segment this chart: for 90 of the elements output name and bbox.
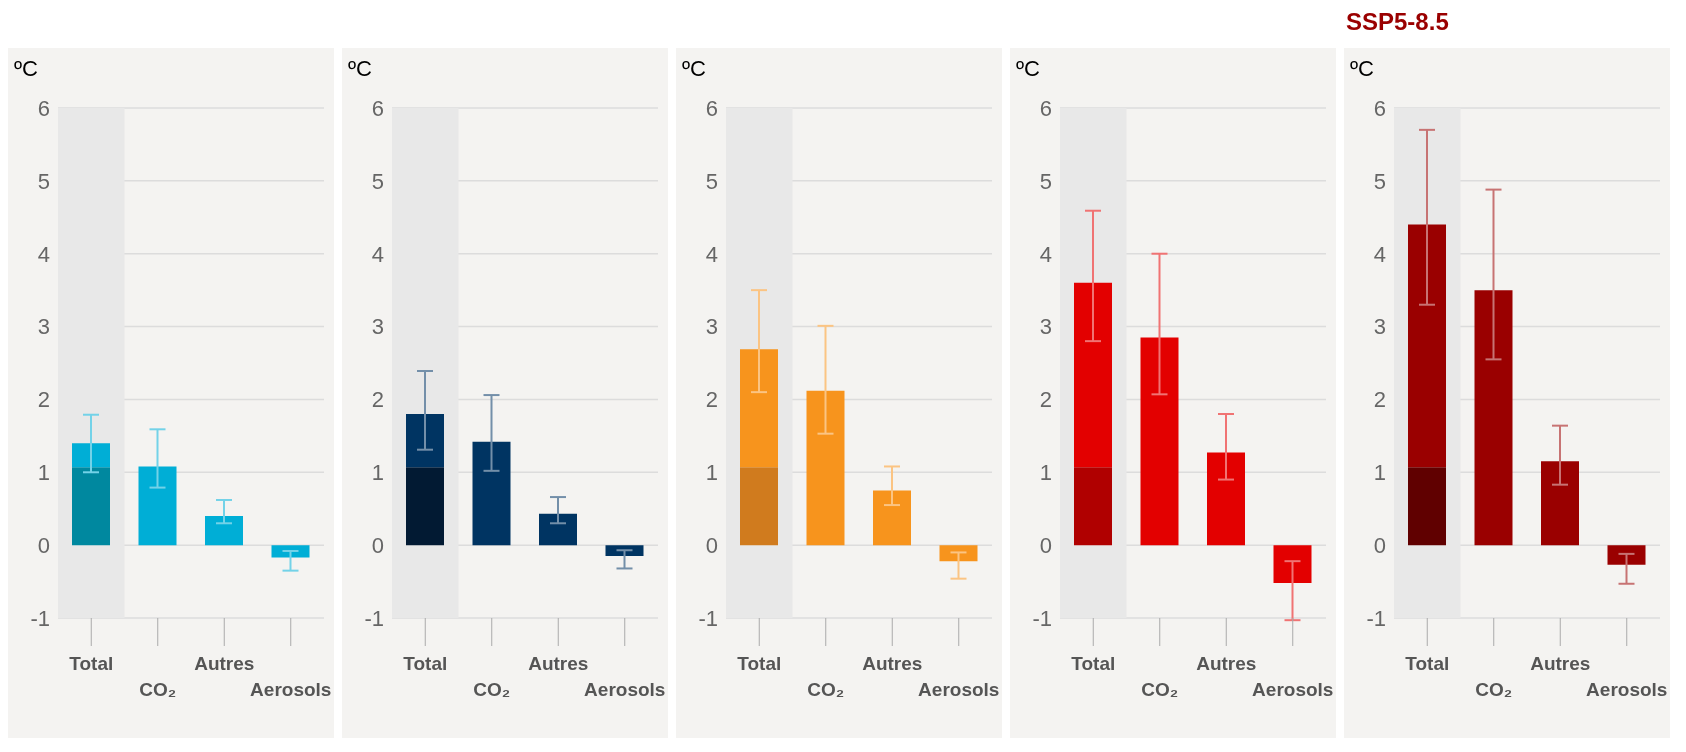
y-tick-label: 3	[705, 314, 718, 340]
y-tick-label: 1	[1373, 460, 1386, 486]
y-tick-label: 0	[1373, 532, 1386, 558]
x-tick-label: Autres	[1196, 653, 1257, 674]
y-tick-label: 6	[37, 95, 50, 121]
bar	[1541, 461, 1579, 546]
y-tick-label: -1	[698, 605, 718, 631]
bar	[138, 466, 177, 546]
bar	[1074, 467, 1112, 546]
bar	[472, 441, 511, 546]
y-axis-title: ºC	[14, 56, 38, 82]
y-tick-label: 5	[371, 168, 384, 194]
bar	[1140, 337, 1179, 546]
y-tick-label: 6	[1373, 95, 1386, 121]
y-tick-label: 4	[37, 241, 50, 267]
y-tick-label: 2	[1373, 387, 1386, 413]
bar	[740, 349, 778, 468]
bar	[271, 545, 310, 558]
x-tick-label: Total	[69, 653, 114, 674]
bar	[406, 467, 444, 546]
bar	[1074, 282, 1112, 468]
y-tick-label: 0	[37, 532, 50, 558]
y-tick-label: 1	[705, 460, 718, 486]
x-tick-label: Autres	[1530, 653, 1591, 674]
y-tick-label: 6	[705, 95, 718, 121]
x-tick-label: CO₂	[473, 679, 511, 700]
bar	[406, 414, 444, 468]
y-tick-label: 0	[705, 532, 718, 558]
y-tick-label: -1	[30, 605, 50, 631]
x-tick-label: Aerosols	[918, 679, 1000, 700]
y-tick-label: 6	[371, 95, 384, 121]
x-tick-label: Total	[403, 653, 448, 674]
y-tick-label: 6	[1039, 95, 1052, 121]
x-tick-label: Aerosols	[250, 679, 332, 700]
bar	[806, 390, 845, 546]
bar	[205, 516, 243, 546]
x-tick-label: Autres	[862, 653, 923, 674]
bar	[939, 545, 978, 562]
y-tick-label: 2	[705, 387, 718, 413]
y-tick-label: 4	[1039, 241, 1052, 267]
y-tick-label: 3	[371, 314, 384, 340]
y-tick-label: 3	[1373, 314, 1386, 340]
x-tick-label: Aerosols	[1586, 679, 1668, 700]
y-axis-title: ºC	[1350, 56, 1374, 82]
y-axis-title: ºC	[1016, 56, 1040, 82]
y-tick-label: 2	[371, 387, 384, 413]
x-tick-label: CO₂	[1475, 679, 1513, 700]
y-tick-label: 2	[37, 387, 50, 413]
x-tick-label: CO₂	[139, 679, 177, 700]
x-tick-label: Total	[1405, 653, 1450, 674]
chart-title: SSP5-8.5	[1345, 8, 1450, 37]
y-tick-label: 4	[705, 241, 718, 267]
bar	[873, 490, 911, 546]
y-tick-label: -1	[1032, 605, 1052, 631]
y-tick-label: 3	[37, 314, 50, 340]
bar	[1273, 545, 1312, 584]
y-tick-label: 1	[37, 460, 50, 486]
y-tick-label: 5	[705, 168, 718, 194]
y-tick-label: 0	[1039, 532, 1052, 558]
bar	[1207, 452, 1245, 546]
y-tick-label: 5	[1039, 168, 1052, 194]
y-tick-label: 1	[371, 460, 384, 486]
bar	[72, 467, 110, 546]
y-tick-label: 2	[1039, 387, 1052, 413]
y-axis-title: ºC	[348, 56, 372, 82]
bar	[740, 467, 778, 546]
y-tick-label: 3	[1039, 314, 1052, 340]
bar	[539, 513, 577, 546]
y-tick-label: -1	[1366, 605, 1386, 631]
bar	[1408, 224, 1446, 468]
y-tick-label: 4	[1373, 241, 1386, 267]
x-tick-label: CO₂	[807, 679, 845, 700]
y-tick-label: -1	[364, 605, 384, 631]
x-tick-label: CO₂	[1141, 679, 1179, 700]
bar	[1474, 290, 1513, 546]
bar	[72, 443, 110, 468]
y-tick-label: 5	[37, 168, 50, 194]
y-tick-label: 0	[371, 532, 384, 558]
x-tick-label: Aerosols	[1252, 679, 1334, 700]
y-tick-label: 1	[1039, 460, 1052, 486]
x-tick-label: Total	[1071, 653, 1116, 674]
bar	[1607, 545, 1646, 565]
y-tick-label: 4	[371, 241, 384, 267]
x-tick-label: Autres	[528, 653, 589, 674]
y-axis-title: ºC	[682, 56, 706, 82]
bar	[1408, 467, 1446, 546]
y-tick-label: 5	[1373, 168, 1386, 194]
x-tick-label: Aerosols	[584, 679, 666, 700]
x-tick-label: Autres	[194, 653, 255, 674]
x-tick-label: Total	[737, 653, 782, 674]
